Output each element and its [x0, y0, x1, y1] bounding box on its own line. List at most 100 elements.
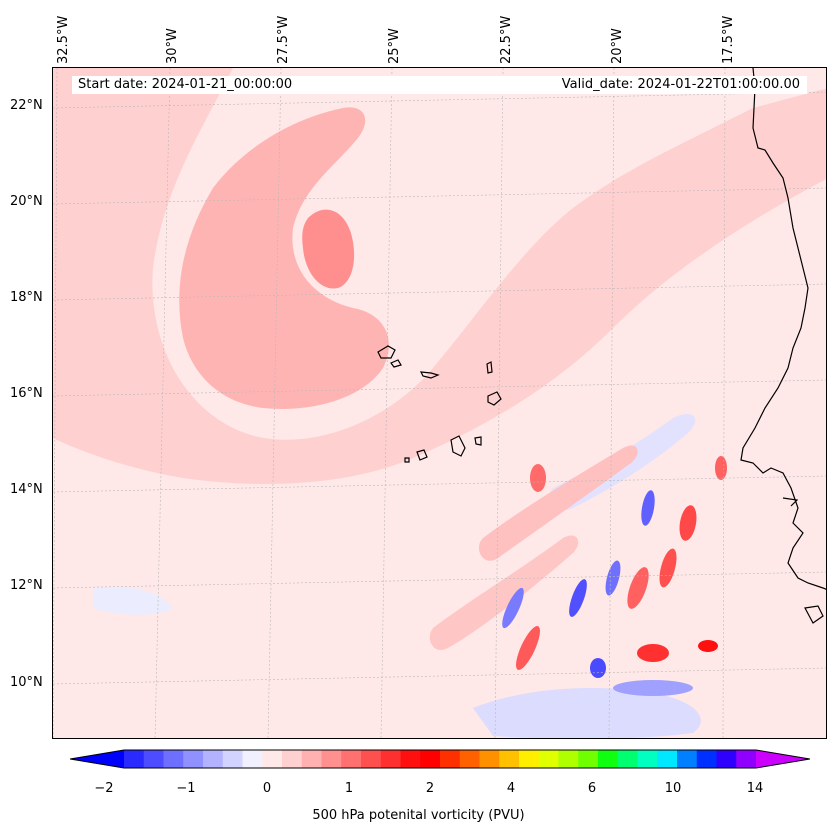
colorbar-extend-min: [70, 750, 124, 768]
colorbar-swatch: [282, 750, 303, 768]
cb-tick-0: 0: [262, 781, 272, 796]
colorbar-swatch: [637, 750, 658, 768]
colorbar-swatch: [400, 750, 421, 768]
pv-streak-2: [429, 535, 579, 650]
lon-label-20w: 20°W: [610, 28, 625, 64]
cb-tick-4: 4: [506, 781, 516, 796]
colorbar-swatch: [242, 750, 263, 768]
colorbar-swatch: [598, 750, 619, 768]
cape-verde-islands: [377, 345, 502, 463]
pv-cell-red-3: [627, 567, 649, 609]
colorbar-swatch: [479, 750, 500, 768]
colorbar-swatch: [578, 750, 599, 768]
colorbar-outline: [70, 749, 810, 769]
pv-cell-blue-4: [590, 658, 606, 678]
colorbar-swatch: [519, 750, 540, 768]
grid-lon-30: [154, 68, 171, 738]
pv-cell-red-4: [659, 548, 677, 588]
island-sal: [486, 361, 493, 374]
pv-cell-red-6: [530, 464, 546, 492]
lon-label-30w: 30°W: [165, 28, 180, 64]
grid-lon-25: [380, 68, 393, 738]
pv-streak-1: [478, 445, 638, 561]
colorbar-swatch: [380, 750, 401, 768]
colorbar-swatch: [163, 750, 184, 768]
lat-label-22n: 22°N: [10, 98, 43, 113]
cb-tick-1: 1: [344, 781, 354, 796]
pv-core: [302, 209, 355, 289]
island-fogo: [416, 449, 428, 461]
colorbar-swatch: [440, 750, 461, 768]
pv-cell-blue-6: [613, 680, 693, 696]
colorbar-swatch: [420, 750, 441, 768]
pv-cell-blue-5: [502, 587, 524, 629]
colorbar-swatch: [321, 750, 342, 768]
grid-lat-22: [53, 91, 826, 109]
colorbar-swatch: [203, 750, 224, 768]
grid-lon-17-5: [722, 68, 726, 738]
colorbar-swatch: [183, 750, 204, 768]
grid-lon-27-5: [267, 68, 282, 738]
cb-tick-neg2: −2: [94, 781, 114, 796]
colorbar-swatch: [143, 750, 164, 768]
lat-label-18n: 18°N: [10, 290, 43, 305]
pv-swirl-medium: [179, 107, 389, 409]
lon-label-22-5w: 22.5°W: [499, 15, 514, 64]
colorbar-swatch: [262, 750, 283, 768]
lat-label-20n: 20°N: [10, 194, 43, 209]
colorbar-swatches: [70, 749, 810, 769]
colorbar-swatch: [657, 750, 678, 768]
colorbar-swatch: [696, 750, 717, 768]
colorbar-swatch: [736, 750, 757, 768]
island-boa-vista: [487, 391, 502, 406]
pv-cell-blue-2: [605, 560, 621, 596]
gambia-inlet: [782, 497, 799, 507]
lon-label-32-5w: 32.5°W: [56, 15, 71, 64]
cb-tick-10: 10: [664, 781, 682, 796]
cb-tick-6: 6: [587, 781, 597, 796]
colorbar-swatch: [499, 750, 520, 768]
lat-label-12n: 12°N: [10, 578, 43, 593]
cb-tick-14: 14: [746, 781, 764, 796]
colorbar-label: 500 hPa potenital vorticity (PVU): [312, 808, 525, 823]
lat-label-10n: 10°N: [10, 675, 43, 690]
date-banner: Start date: 2024-01-21_00:00:00 Valid_da…: [72, 76, 807, 94]
pv-cell-blue-1: [569, 579, 587, 617]
pv-blue-patch-3: [473, 688, 701, 738]
pv-field-map: [53, 68, 826, 738]
island-maio: [474, 436, 482, 446]
valid-date: Valid_date: 2024-01-22T01:00:00.00: [561, 77, 800, 92]
grid-lat-10: [53, 667, 826, 685]
lon-label-25w: 25°W: [387, 28, 402, 64]
pv-cell-red-1: [637, 644, 669, 662]
colorbar-swatch: [677, 750, 698, 768]
lat-label-16n: 16°N: [10, 386, 43, 401]
colorbar-swatch: [716, 750, 737, 768]
colorbar-swatch: [558, 750, 579, 768]
lat-label-14n: 14°N: [10, 482, 43, 497]
grid-lon-32-5: [53, 68, 58, 738]
island-santiago: [450, 435, 466, 457]
grid-lat-16: [53, 379, 826, 397]
grid-lat-18: [53, 283, 826, 301]
pv-band-light-nw: [53, 68, 826, 484]
bijagos-coast: [804, 605, 824, 624]
pv-cell-blue-3: [641, 490, 655, 526]
african-coastline: [740, 68, 826, 590]
cb-tick-2: 2: [425, 781, 435, 796]
colorbar-swatch: [341, 750, 362, 768]
colorbar-swatch: [124, 750, 145, 768]
pv-cell-red-7: [715, 456, 727, 480]
colorbar-swatch: [459, 750, 480, 768]
island-sao-nicolau: [419, 371, 440, 379]
map-panel[interactable]: [52, 67, 827, 739]
pv-cell-red-2: [698, 640, 718, 652]
colorbar-extend-max: [756, 750, 810, 768]
colorbar-swatch: [222, 750, 243, 768]
graticule: [53, 68, 826, 738]
lon-label-17-5w: 17.5°W: [721, 15, 736, 64]
pv-cell-red-5: [516, 626, 540, 670]
grid-lat-12: [53, 571, 826, 589]
grid-lat-20: [53, 187, 826, 205]
pv-cell-red-8: [679, 505, 697, 541]
